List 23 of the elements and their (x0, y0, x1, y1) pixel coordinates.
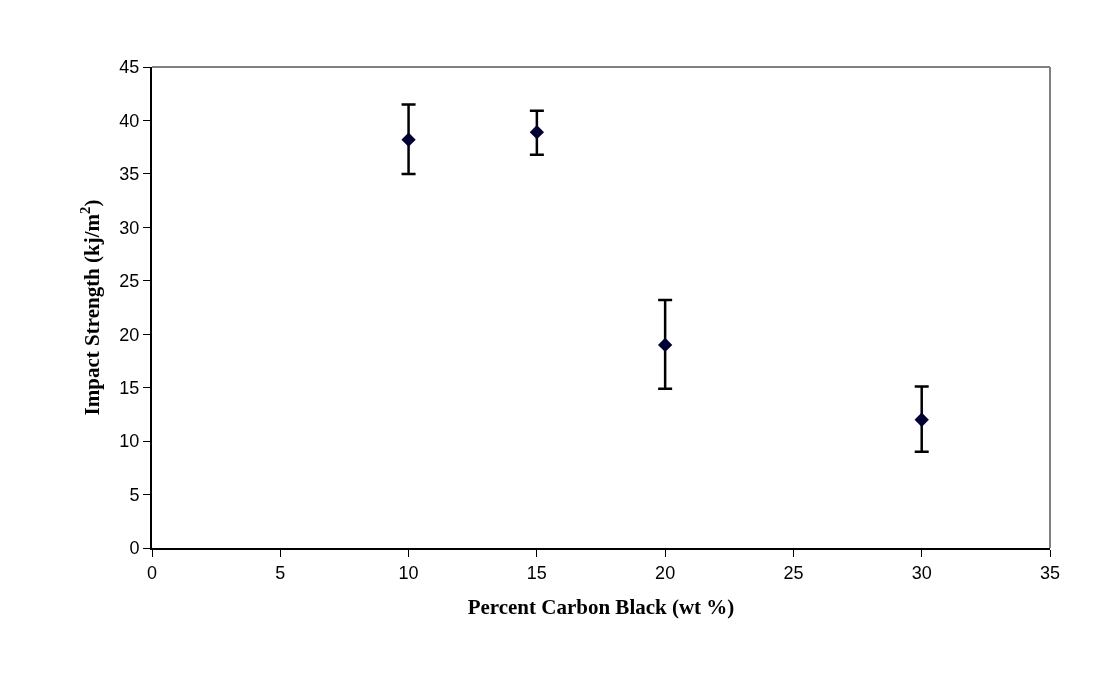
y-tick-label: 30 (119, 217, 140, 238)
x-axis-title: Percent Carbon Black (wt %) (467, 595, 735, 620)
point (529, 125, 545, 140)
y-tick-label: 15 (119, 377, 140, 398)
y-tick-label: 45 (119, 57, 140, 78)
y-tick-label: 25 (119, 271, 140, 292)
y-tick-label: 5 (129, 484, 140, 505)
y-tick-label: 0 (129, 538, 140, 559)
y-tick-label: 10 (119, 431, 140, 452)
point (914, 412, 929, 427)
x-tick-label: 15 (526, 562, 547, 583)
x-tick-label: 30 (911, 562, 932, 583)
x-tick-label: 0 (146, 562, 158, 583)
x-tick-label: 35 (1039, 562, 1061, 583)
y-tick-label: 35 (119, 164, 140, 185)
x-tick-label: 5 (275, 562, 286, 583)
point (657, 337, 673, 353)
x-tick-label: 20 (655, 562, 676, 583)
x-tick-label: 10 (398, 562, 419, 583)
y-tick-label: 20 (119, 324, 140, 345)
y-tick-label: 40 (119, 110, 140, 131)
x-tick-label: 25 (783, 562, 804, 583)
point (401, 132, 416, 147)
